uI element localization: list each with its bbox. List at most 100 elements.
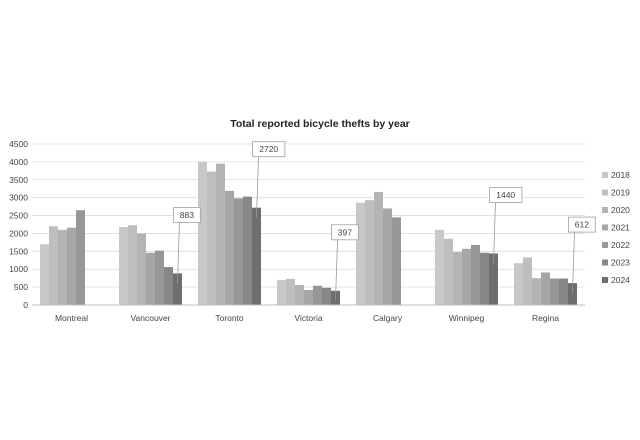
category-label-toronto: Toronto	[215, 313, 244, 323]
legend-item-2021: 2021	[602, 223, 630, 233]
callout-label: 612	[575, 220, 589, 230]
callout-regina: 612	[568, 216, 596, 294]
bar-montreal-2018	[40, 244, 49, 305]
bar-vancouver-2019	[128, 225, 137, 305]
bar-regina-2023	[559, 278, 568, 305]
category-labels: Montreal Vancouver Toronto Victoria Calgary W…	[55, 313, 559, 323]
y-tick-label: 4500	[9, 139, 28, 149]
legend-swatch	[602, 259, 608, 266]
bar-toronto-2021	[225, 190, 234, 305]
bar-regina-2021	[541, 272, 550, 305]
bar-vancouver-2018	[119, 227, 128, 305]
legend: 2018 2019 2020 2021 2022 2023 2024	[602, 170, 630, 285]
category-label-winnipeg: Winnipeg	[449, 313, 485, 323]
bar-toronto-2020	[216, 163, 225, 305]
bar-winnipeg-2024	[489, 253, 498, 305]
category-label-vancouver: Vancouver	[130, 313, 170, 323]
bar-victoria-2022	[313, 285, 322, 305]
bar-montreal-2022	[76, 210, 85, 305]
bar-vancouver-2023	[164, 267, 173, 305]
bar-calgary-2019	[365, 200, 374, 305]
bar-winnipeg-2019	[444, 238, 453, 305]
gridlines	[32, 143, 585, 288]
bar-toronto-2022	[234, 198, 243, 305]
bar-calgary-2018	[356, 202, 365, 305]
bar-toronto-2024	[252, 207, 261, 305]
legend-label: 2022	[611, 240, 630, 250]
bar-regina-2018	[514, 263, 523, 305]
category-label-calgary: Calgary	[373, 313, 403, 323]
y-tick-label: 2000	[9, 228, 28, 238]
legend-item-2023: 2023	[602, 258, 630, 268]
data-callouts: 883 2720 397 1440 612	[173, 141, 596, 301]
y-tick-label: 4000	[9, 157, 28, 167]
bars	[40, 161, 577, 305]
bar-vancouver-2022	[155, 250, 164, 305]
bar-regina-2022	[550, 278, 559, 305]
callout-victoria: 397	[331, 224, 359, 301]
y-tick-label: 1500	[9, 246, 28, 256]
callout-label: 883	[180, 210, 194, 220]
y-tick-label: 3500	[9, 175, 28, 185]
bar-regina-2019	[523, 257, 532, 305]
bar-montreal-2020	[58, 229, 67, 305]
chart-title: Total reported bicycle thefts by year	[230, 118, 410, 130]
legend-item-2022: 2022	[602, 240, 630, 250]
legend-label: 2019	[611, 188, 630, 198]
callout-label: 397	[338, 227, 352, 237]
callout-label: 2720	[259, 144, 278, 154]
category-label-victoria: Victoria	[294, 313, 322, 323]
legend-swatch	[602, 207, 608, 213]
bar-toronto-2019	[207, 171, 216, 305]
bar-vancouver-2021	[146, 252, 155, 305]
bar-victoria-2023	[322, 287, 331, 305]
bar-winnipeg-2022	[471, 244, 480, 305]
bar-vancouver-2020	[137, 233, 146, 305]
legend-swatch	[602, 224, 608, 231]
category-label-montreal: Montreal	[55, 313, 88, 323]
bar-victoria-2020	[295, 284, 304, 305]
y-tick-label: 3000	[9, 193, 28, 203]
bar-winnipeg-2020	[453, 252, 462, 305]
bar-calgary-2021	[383, 208, 392, 305]
legend-item-2020: 2020	[602, 205, 630, 215]
bar-regina-2020	[532, 278, 541, 305]
legend-label: 2023	[611, 258, 630, 268]
bar-winnipeg-2021	[462, 248, 471, 305]
y-tick-label: 2500	[9, 211, 28, 221]
legend-label: 2018	[611, 170, 630, 180]
bar-calgary-2020	[374, 191, 383, 305]
bar-winnipeg-2023	[480, 252, 489, 305]
legend-item-2024: 2024	[602, 275, 630, 285]
bar-victoria-2018	[277, 279, 286, 305]
y-tick-label: 500	[14, 282, 28, 292]
legend-swatch	[602, 242, 608, 248]
legend-swatch	[602, 172, 608, 178]
bar-montreal-2019	[49, 226, 58, 305]
legend-item-2019: 2019	[602, 188, 630, 198]
callout-winnipeg: 1440	[489, 187, 523, 264]
legend-item-2018: 2018	[602, 170, 630, 180]
legend-label: 2021	[611, 223, 630, 233]
bar-montreal-2021	[67, 227, 76, 305]
bar-toronto-2018	[198, 161, 207, 305]
callout-vancouver: 883	[173, 207, 201, 284]
legend-label: 2020	[611, 205, 630, 215]
bar-toronto-2023	[243, 196, 252, 305]
y-tick-label: 1000	[9, 264, 28, 274]
y-axis-ticks: 0 500 1000 1500 2000 2500 3000 3500 4000 4500	[9, 139, 28, 310]
legend-label: 2024	[611, 275, 630, 285]
callout-toronto: 2720	[252, 141, 286, 218]
bar-calgary-2022	[392, 217, 401, 305]
category-label-regina: Regina	[532, 313, 559, 323]
legend-swatch	[602, 189, 608, 196]
y-tick-label: 0	[23, 300, 28, 310]
callout-label: 1440	[496, 190, 515, 200]
bar-victoria-2021	[304, 289, 313, 305]
bar-regina-2024	[568, 283, 577, 305]
bar-victoria-2019	[286, 278, 295, 305]
bar-vancouver-2024	[173, 273, 182, 305]
legend-swatch	[602, 277, 608, 283]
